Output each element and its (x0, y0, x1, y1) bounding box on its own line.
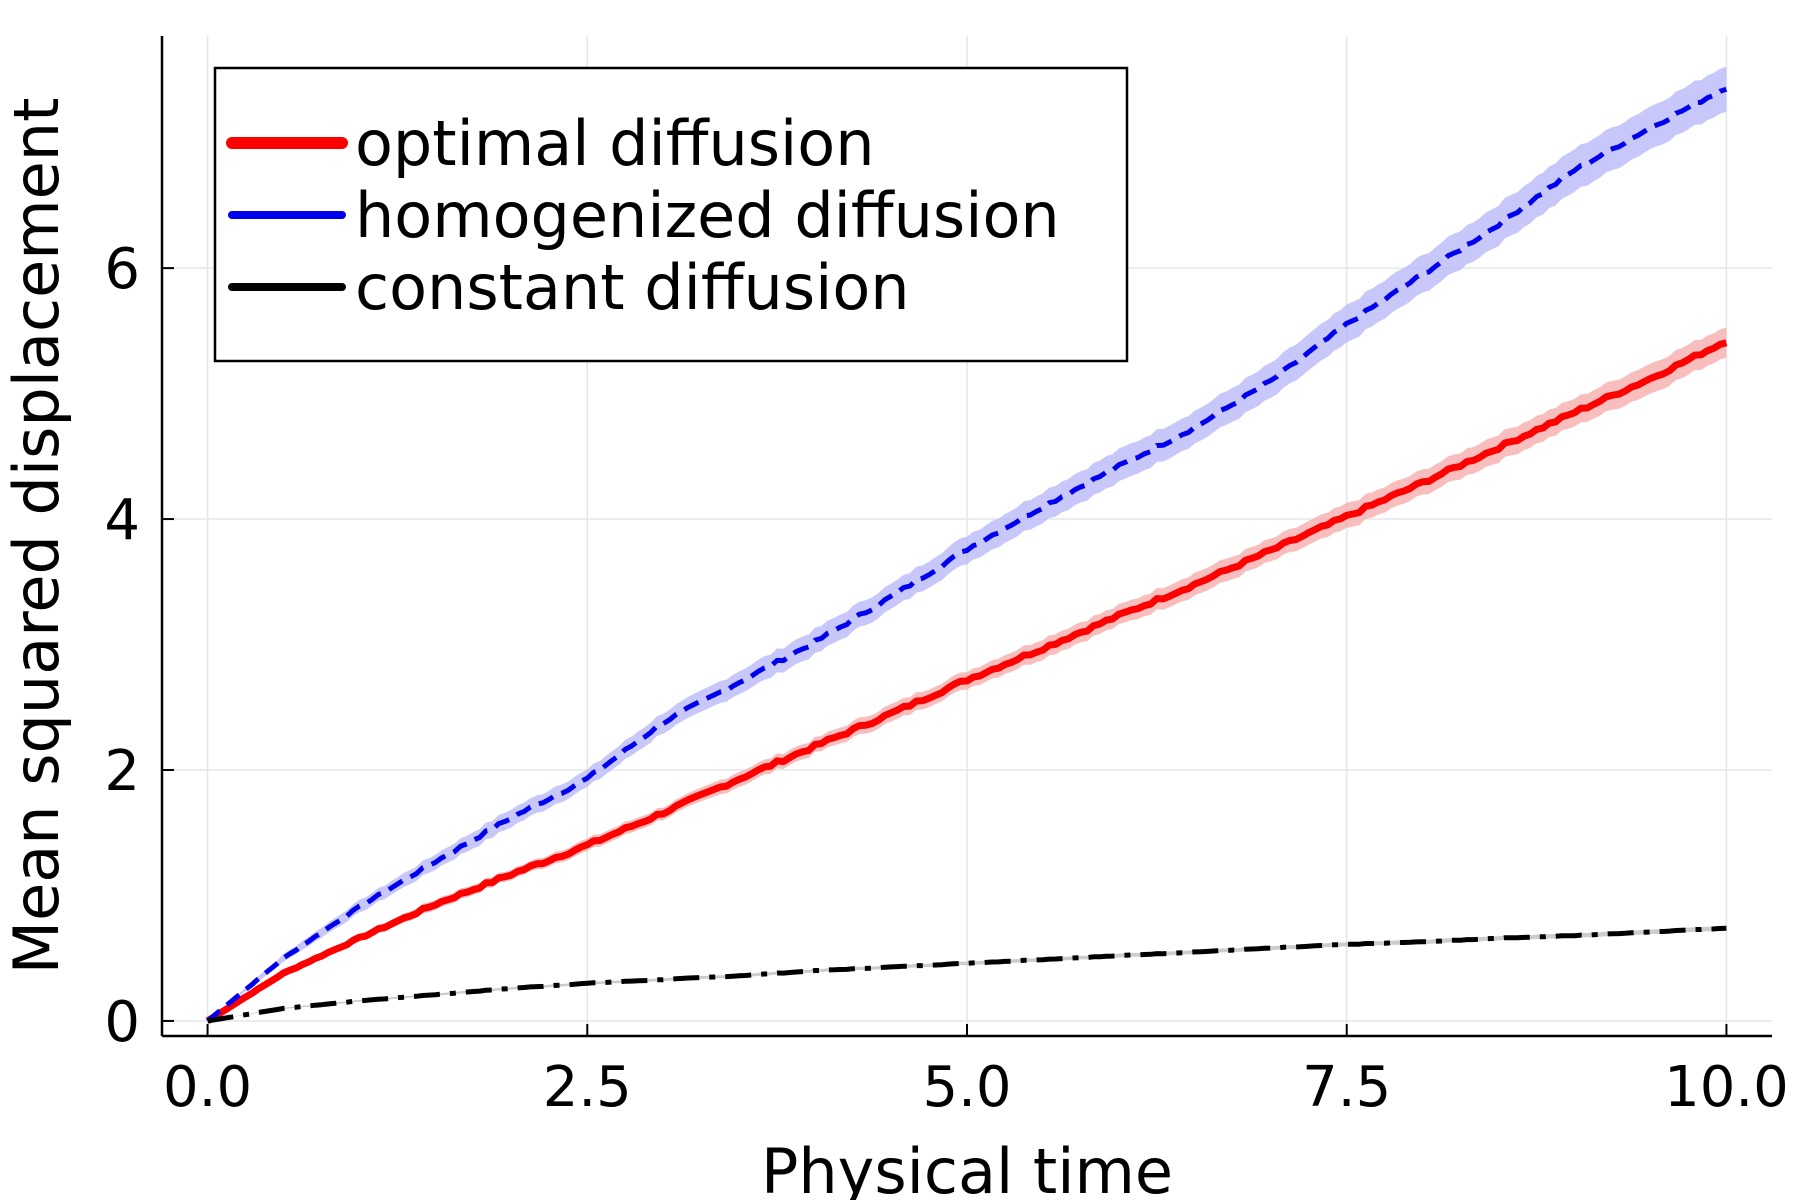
legend-label: homogenized diffusion (355, 179, 1060, 252)
band-homogenized-diffusion (207, 66, 1727, 1021)
y-tick-label: 2 (104, 739, 140, 804)
legend-box (213, 66, 1129, 363)
line-constant-diffusion (207, 925, 1727, 1024)
y-tick-label: 6 (104, 237, 140, 302)
line-homogenized-diffusion (206, 86, 1728, 1023)
legend-label: constant diffusion (355, 251, 910, 324)
y-axis-title: Mean squared displacement (0, 98, 73, 975)
x-tick-label: 7.5 (1302, 1055, 1391, 1120)
series-lines (205, 86, 1728, 1024)
y-tick-label: 4 (104, 488, 140, 553)
x-tick-label: 2.5 (543, 1055, 632, 1120)
x-axis-title: Physical time (761, 1135, 1173, 1200)
legend-label: optimal diffusion (355, 107, 875, 180)
x-tick-label: 10.0 (1664, 1055, 1789, 1120)
x-tick-label: 0.0 (163, 1055, 252, 1120)
y-tick-label: 0 (104, 990, 140, 1055)
line-optimal-diffusion (205, 339, 1728, 1024)
x-tick-label: 5.0 (922, 1055, 1011, 1120)
ticks: 0.0 2.5 5.0 7.5 10.0 0 2 4 6 (104, 237, 1788, 1120)
